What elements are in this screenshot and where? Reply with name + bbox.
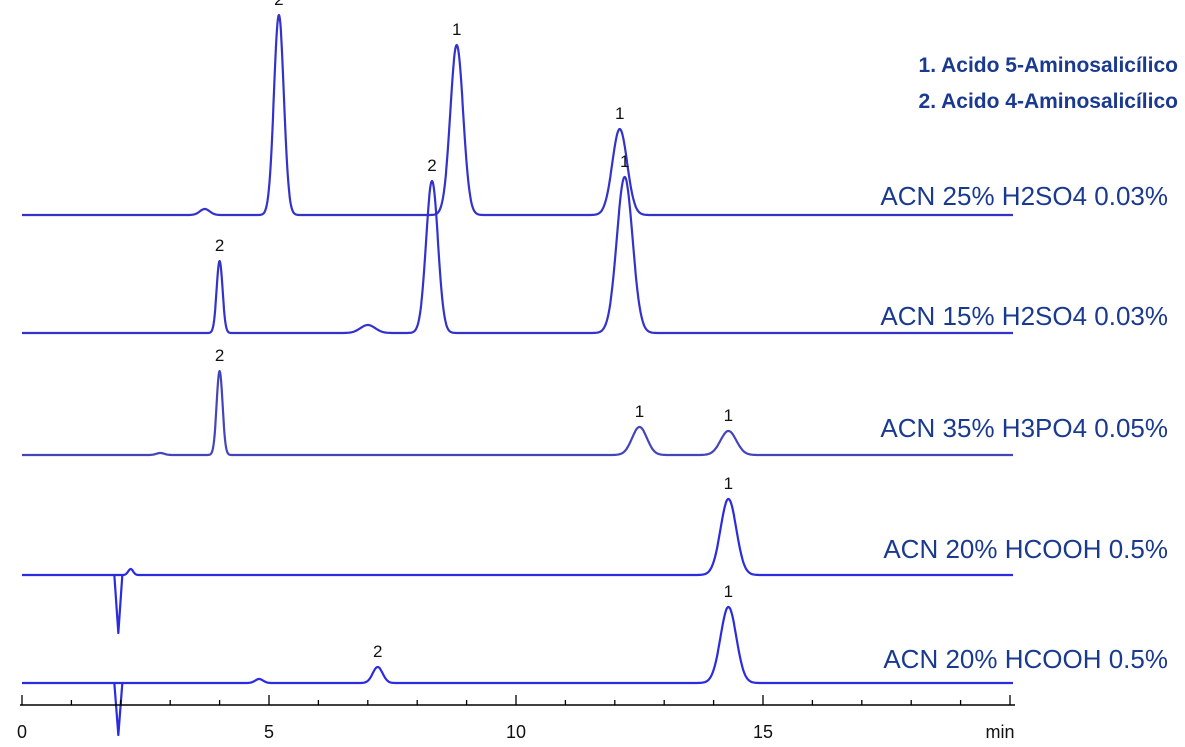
trace-label-4: ACN 20% HCOOH 0.5% — [883, 534, 1168, 564]
legend: 1. Acido 5-Aminosalicílico 2. Acido 4-Am… — [919, 54, 1178, 113]
x-tick-label-5: 5 — [264, 722, 274, 742]
trace-label-group: ACN 25% H2SO4 0.03% ACN 15% H2SO4 0.03% AC… — [880, 181, 1168, 674]
trace-line-5 — [21, 605, 1014, 685]
peak-label-1-2: 1 — [452, 20, 461, 39]
legend-entry-2: 2. Acido 4-Aminosalicílico — [919, 90, 1178, 113]
peak-label-2-3: 1 — [620, 152, 629, 171]
peak-label-4-1: 1 — [724, 474, 733, 493]
x-tick-group: 0 5 10 15 — [17, 695, 1011, 742]
legend-entry-1: 1. Acido 5-Aminosalicílico — [919, 54, 1178, 77]
peak-label-2-2: 2 — [427, 156, 436, 175]
trace-line-4 — [21, 497, 1014, 577]
peak-label-1-1: 2 — [274, 0, 283, 9]
trace-artifact-4 — [113, 574, 124, 635]
peak-label-3-2: 1 — [635, 402, 644, 421]
x-tick-label-0: 0 — [17, 722, 27, 742]
trace-artifact-5 — [113, 682, 124, 737]
trace-group — [21, 13, 1014, 737]
peak-label-group: 2 1 1 2 2 1 2 1 1 1 2 1 — [215, 0, 733, 661]
peak-label-5-1: 2 — [373, 642, 382, 661]
peak-label-5-2: 1 — [724, 582, 733, 601]
x-tick-label-10: 10 — [506, 722, 526, 742]
x-tick-label-15: 15 — [753, 722, 773, 742]
trace-line-2 — [21, 175, 1014, 335]
trace-label-2: ACN 15% H2SO4 0.03% — [880, 301, 1168, 331]
peak-label-2-1: 2 — [215, 236, 224, 255]
peak-label-3-3: 1 — [724, 406, 733, 425]
x-axis-unit-label: min — [985, 722, 1014, 742]
trace-line-3 — [21, 369, 1014, 457]
peak-label-3-1: 2 — [215, 346, 224, 365]
trace-label-3: ACN 35% H3PO4 0.05% — [880, 413, 1168, 443]
trace-label-5: ACN 20% HCOOH 0.5% — [883, 644, 1168, 674]
peak-label-1-3: 1 — [615, 104, 624, 123]
trace-line-1 — [21, 13, 1014, 217]
trace-label-1: ACN 25% H2SO4 0.03% — [880, 181, 1168, 211]
